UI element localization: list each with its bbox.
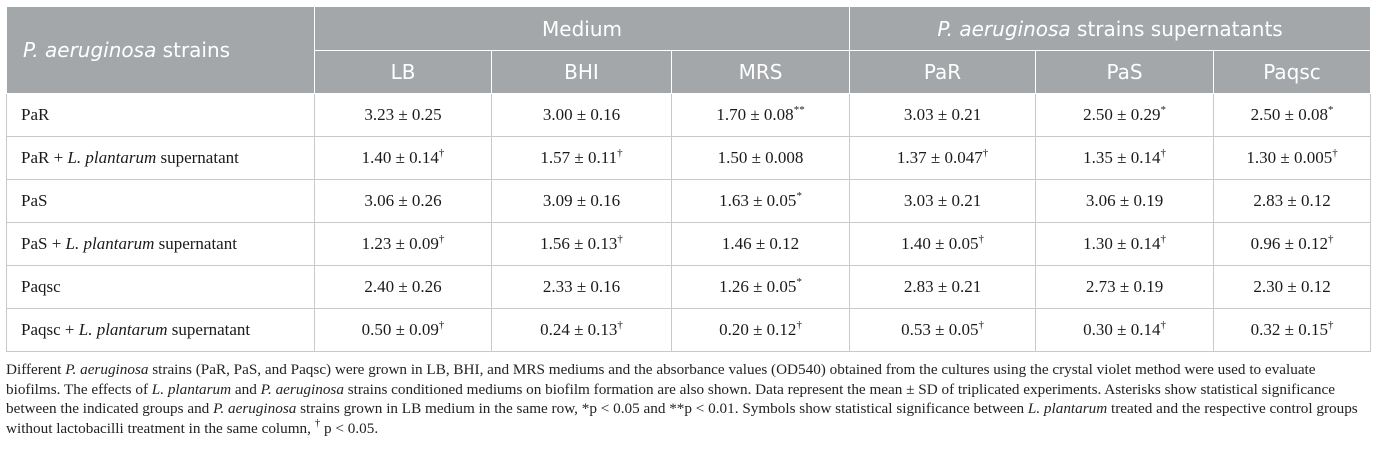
table-cell: 2.83 ± 0.12 — [1213, 179, 1372, 223]
table-header: P. aeruginosa strains Medium P. aerugino… — [6, 6, 1372, 94]
table-cell: 3.06 ± 0.26 — [314, 179, 492, 223]
table-row: Paqsc + L. plantarum supernatant 0.50 ± 0… — [6, 308, 1372, 352]
table-footnote: Different P. aeruginosa strains (PaR, Pa… — [6, 361, 1358, 437]
table-cell: 2.50 ± 0.29* — [1035, 93, 1215, 137]
column-header-bhi: BHI — [491, 50, 672, 94]
table-cell: 1.30 ± 0.14† — [1035, 222, 1215, 266]
table-cell: 2.83 ± 0.21 — [849, 265, 1037, 309]
row-label: PaR + L. plantarum supernatant — [6, 136, 315, 180]
table-cell: 1.30 ± 0.005† — [1213, 136, 1372, 180]
table-cell: 1.46 ± 0.12 — [671, 222, 851, 266]
table-cell: 0.24 ± 0.13† — [491, 308, 672, 352]
table-cell: 1.50 ± 0.008 — [671, 136, 851, 180]
table-cell: 2.33 ± 0.16 — [491, 265, 672, 309]
row-label: PaS — [6, 179, 315, 223]
table-cell: 2.73 ± 0.19 — [1035, 265, 1215, 309]
column-header-paqsc: Paqsc — [1213, 50, 1372, 94]
column-header-mrs: MRS — [670, 50, 851, 94]
table-cell: 0.30 ± 0.14† — [1035, 308, 1215, 352]
column-header-pas: PaS — [1035, 50, 1215, 94]
table-container: P. aeruginosa strains Medium P. aerugino… — [6, 6, 1372, 438]
table-cell: 0.96 ± 0.12† — [1213, 222, 1372, 266]
results-table: P. aeruginosa strains Medium P. aerugino… — [6, 6, 1372, 352]
table-cell: 3.23 ± 0.25 — [314, 93, 492, 137]
row-label: Paqsc + L. plantarum supernatant — [6, 308, 315, 352]
table-row: PaS 3.06 ± 0.26 3.09 ± 0.16 1.63 ± 0.05* 3.0… — [6, 179, 1372, 223]
table-cell: 1.57 ± 0.11† — [491, 136, 672, 180]
row-label: Paqsc — [6, 265, 315, 309]
table-cell: 3.06 ± 0.19 — [1035, 179, 1215, 223]
row-label: PaS + L. plantarum supernatant — [6, 222, 315, 266]
table-cell: 1.26 ± 0.05* — [671, 265, 851, 309]
table-body: PaR 3.23 ± 0.25 3.00 ± 0.16 1.70 ± 0.08** 3.… — [6, 93, 1372, 352]
column-header-lb: LB — [314, 50, 492, 94]
table-cell: 1.63 ± 0.05* — [671, 179, 851, 223]
table-cell: 0.53 ± 0.05† — [849, 308, 1037, 352]
table-cell: 1.40 ± 0.14† — [314, 136, 492, 180]
table-cell: 1.35 ± 0.14† — [1035, 136, 1215, 180]
table-cell: 3.03 ± 0.21 — [849, 179, 1037, 223]
table-row: PaR 3.23 ± 0.25 3.00 ± 0.16 1.70 ± 0.08** 3.… — [6, 93, 1372, 137]
table-row: PaR + L. plantarum supernatant 1.40 ± 0.1… — [6, 136, 1372, 180]
supernatants-group-header: P. aeruginosa strains supernatants — [849, 6, 1372, 51]
strains-column-header: P. aeruginosa strains — [6, 6, 315, 94]
table-cell: 1.23 ± 0.09† — [314, 222, 492, 266]
table-row: PaS + L. plantarum supernatant 1.23 ± 0.0… — [6, 222, 1372, 266]
table-cell: 1.40 ± 0.05† — [849, 222, 1037, 266]
table-cell: 2.40 ± 0.26 — [314, 265, 492, 309]
table-cell: 3.03 ± 0.21 — [849, 93, 1037, 137]
table-row: Paqsc 2.40 ± 0.26 2.33 ± 0.16 1.26 ± 0.05* 2… — [6, 265, 1372, 309]
table-cell: 3.00 ± 0.16 — [491, 93, 672, 137]
row-label: PaR — [6, 93, 315, 137]
table-cell: 2.30 ± 0.12 — [1213, 265, 1372, 309]
table-cell: 0.20 ± 0.12† — [671, 308, 851, 352]
medium-group-header: Medium — [313, 6, 851, 51]
table-cell: 1.70 ± 0.08** — [671, 93, 851, 137]
table-cell: 1.56 ± 0.13† — [491, 222, 672, 266]
table-cell: 0.50 ± 0.09† — [314, 308, 492, 352]
table-cell: 3.09 ± 0.16 — [491, 179, 672, 223]
table-cell: 1.37 ± 0.047† — [849, 136, 1037, 180]
table-cell: 0.32 ± 0.15† — [1213, 308, 1372, 352]
table-cell: 2.50 ± 0.08* — [1213, 93, 1372, 137]
column-header-par: PaR — [849, 50, 1037, 94]
